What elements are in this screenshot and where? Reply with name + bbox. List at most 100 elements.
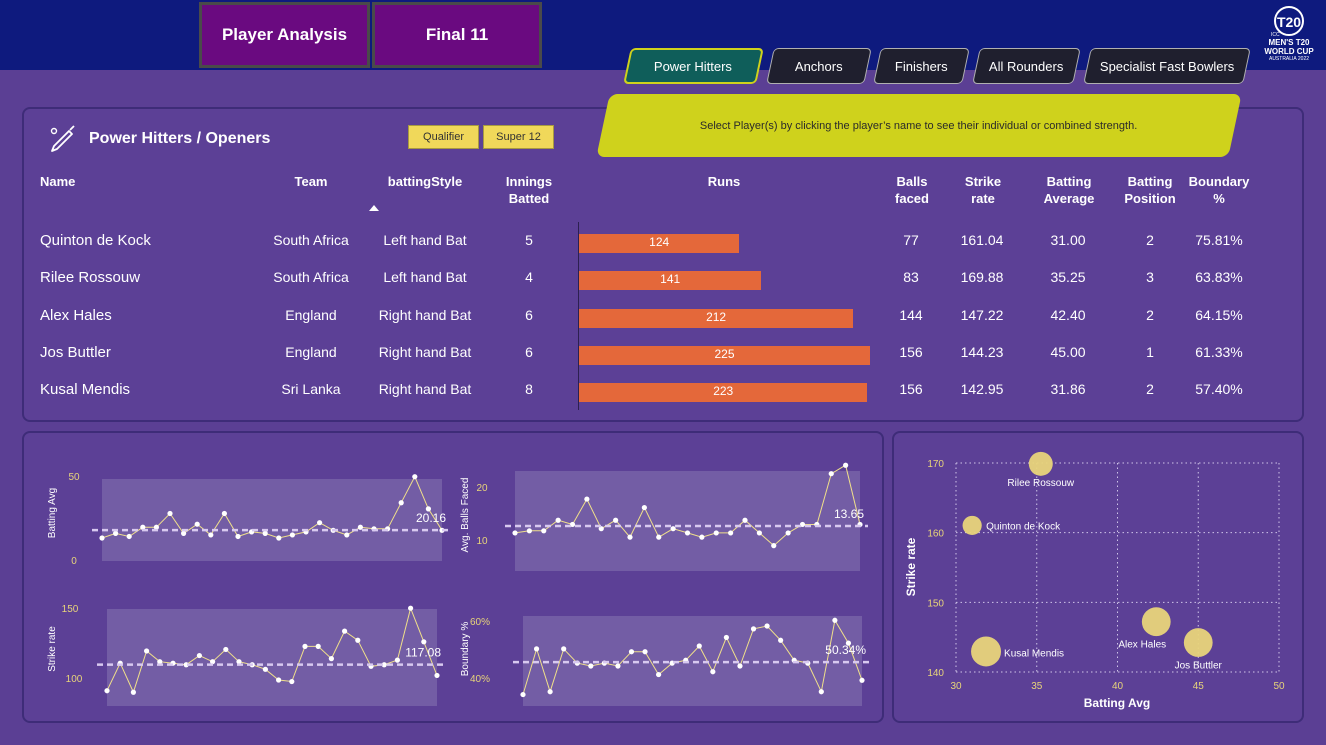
filter-qualifier[interactable]: Qualifier	[408, 125, 479, 149]
header-runs[interactable]: Runs	[707, 174, 741, 189]
header-strike-rate[interactable]: Strike rate	[955, 173, 1011, 207]
data-point	[328, 656, 334, 662]
data-point	[588, 663, 594, 669]
tab-power-hitters[interactable]: Power Hitters	[623, 48, 764, 84]
table-row[interactable]: Alex Hales England Right hand Bat 6 212 144 14…	[0, 301, 1250, 331]
data-point	[104, 688, 110, 694]
x-tick-label: 50	[1273, 681, 1285, 692]
batting-average-cell: 31.86	[1050, 381, 1086, 397]
player-name[interactable]: Kusal Mendis	[40, 381, 131, 398]
batting-average-cell: 45.00	[1050, 344, 1086, 360]
table-row[interactable]: Rilee Rossouw South Africa Left hand Bat 4 1…	[0, 263, 1250, 293]
filter-super-12[interactable]: Super 12	[483, 125, 554, 149]
header-team[interactable]: Team	[294, 174, 328, 189]
batting-average-cell: 31.00	[1050, 232, 1086, 248]
table-row[interactable]: Quinton de Kock South Africa Left hand Bat…	[0, 226, 1250, 256]
tab-finishers[interactable]: Finishers	[873, 48, 970, 84]
x-axis-title: Batting Avg	[1084, 696, 1150, 710]
data-point	[412, 474, 418, 480]
header-batting-position[interactable]: Batting Position	[1119, 173, 1181, 207]
data-point	[696, 643, 702, 649]
sort-ascending-icon[interactable]	[369, 205, 379, 211]
tab-label: Specialist Fast Bowlers	[1099, 58, 1235, 74]
data-point	[561, 646, 567, 652]
tab-specialist-fast-bowlers[interactable]: Specialist Fast Bowlers	[1083, 48, 1251, 84]
average-label: 20.16	[416, 511, 446, 525]
tab-all-rounders[interactable]: All Rounders	[972, 48, 1081, 84]
player-analysis-button[interactable]: Player Analysis	[199, 2, 370, 68]
data-point	[144, 648, 150, 654]
tab-label: Anchors	[795, 58, 843, 74]
header-line: Innings	[505, 174, 553, 189]
y-tick-label: 60%	[470, 617, 490, 628]
area-fill	[102, 479, 442, 561]
data-point	[355, 637, 361, 643]
runs-value: 223	[713, 384, 734, 398]
data-point	[236, 659, 242, 665]
filter-label: Super 12	[496, 131, 541, 143]
player-analysis-label: Player Analysis	[221, 25, 348, 44]
header-batting-average[interactable]: Batting Average	[1036, 173, 1102, 207]
data-point	[843, 462, 849, 468]
data-point	[194, 521, 200, 527]
tab-label: Finishers	[895, 58, 948, 74]
average-label: 50.34%	[825, 643, 866, 657]
data-point	[818, 689, 824, 695]
innings-cell: 4	[525, 269, 533, 285]
data-point	[421, 639, 427, 645]
trophy-icon: T20 ICC	[1271, 6, 1304, 38]
data-point	[598, 526, 604, 532]
data-point	[845, 640, 852, 646]
header-boundary-pct[interactable]: Boundary %	[1188, 174, 1250, 206]
data-point	[628, 649, 635, 655]
runs-axis-line	[578, 222, 579, 410]
header-line: Batting	[1127, 174, 1173, 189]
header-batting-style[interactable]: battingStyle	[387, 174, 463, 189]
player-name[interactable]: Quinton de Kock	[40, 232, 151, 249]
player-name[interactable]: Rilee Rossouw	[40, 269, 141, 286]
table-row[interactable]: Kusal Mendis Sri Lanka Right hand Bat 8 223 1…	[0, 375, 1250, 405]
data-point	[771, 543, 777, 549]
data-point	[541, 528, 547, 534]
player-name[interactable]: Jos Buttler	[40, 344, 111, 361]
header-balls-faced[interactable]: Balls faced	[884, 173, 940, 207]
data-point	[656, 671, 662, 678]
data-point	[153, 524, 159, 530]
logo-badge: ICC	[1271, 32, 1280, 38]
data-point	[799, 521, 806, 528]
x-tick-label: 30	[950, 681, 962, 692]
data-point	[764, 623, 770, 629]
final-11-button[interactable]: Final 11	[372, 2, 542, 68]
y-tick-label: 100	[66, 674, 83, 685]
player-name[interactable]: Alex Hales	[40, 307, 112, 324]
data-point	[157, 659, 163, 665]
tab-anchors[interactable]: Anchors	[766, 48, 872, 84]
trend-chart: 13.65 Avg. Balls Faced 20 10	[460, 462, 868, 571]
header-name[interactable]: Name	[40, 174, 76, 189]
batting-average-cell: 35.25	[1050, 269, 1086, 285]
y-tick-label: 20	[476, 483, 488, 494]
cricket-bat-icon	[50, 125, 75, 152]
batting-style-cell: Right hand Bat	[378, 307, 472, 323]
tab-label: Power Hitters	[654, 58, 733, 74]
scatter-point	[1028, 451, 1053, 476]
data-point	[737, 663, 743, 669]
team-cell: Sri Lanka	[281, 381, 341, 397]
strike-rate-cell: 147.22	[960, 307, 1004, 323]
innings-cell: 6	[525, 344, 533, 360]
balls-faced-cell: 144	[899, 307, 923, 323]
y-tick-label: 140	[927, 668, 944, 679]
data-point	[512, 530, 518, 536]
data-point	[181, 530, 187, 536]
team-cell: South Africa	[273, 232, 349, 248]
runs-value: 141	[660, 272, 681, 286]
table-row[interactable]: Jos Buttler England Right hand Bat 6 225 156 1…	[0, 338, 1250, 368]
point-label: Jos Buttler	[1175, 661, 1223, 672]
data-point	[196, 652, 202, 659]
y-tick-label: 150	[62, 604, 79, 615]
data-point	[642, 649, 648, 655]
header-line: Position	[1124, 191, 1176, 206]
header-line: Average	[1043, 191, 1095, 206]
header-innings[interactable]: Innings Batted	[497, 173, 561, 207]
balls-faced-cell: 77	[903, 232, 919, 248]
